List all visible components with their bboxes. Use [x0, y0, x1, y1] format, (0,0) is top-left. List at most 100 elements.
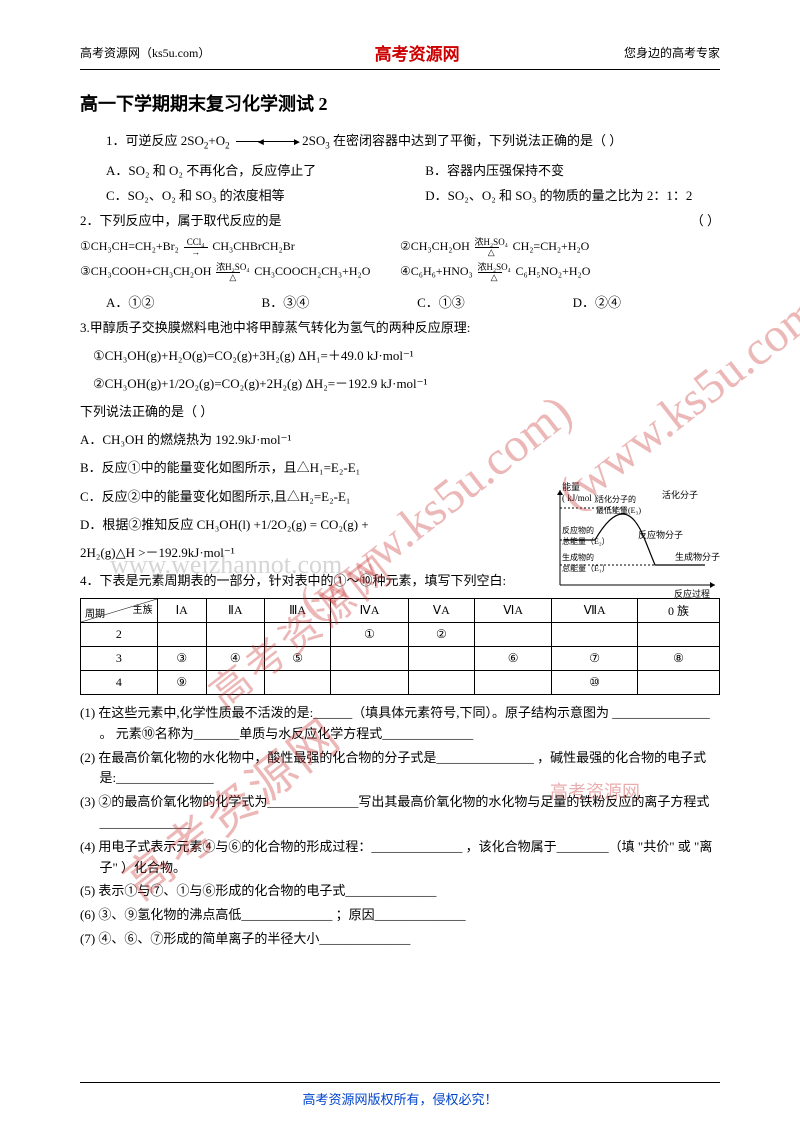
chart-react-a: 反应物的	[562, 526, 594, 535]
q4-item-4: (4) 用电子式表示元素④与⑥的化合物的形成过程：______________ …	[80, 837, 720, 879]
ptable-r4-0: 4	[81, 670, 158, 694]
q2-r1-cond: CCl₄	[184, 238, 208, 247]
q2-r1-rhs: CH₃CHBrCH₂Br	[212, 239, 294, 254]
chart-ylabel-a: 能量	[562, 482, 580, 492]
chart-act-text: 活化分子的最低能量(E₃)	[596, 494, 641, 516]
ptable-r3-2: ④	[206, 646, 264, 670]
q1-opt-b: B．容器内压强保持不变	[425, 160, 720, 179]
q3-opt-b: B．反应①中的能量变化如图所示，且△H₁=E₂-E₁	[80, 457, 451, 479]
q3-options: A．CH₃OH 的燃烧热为 192.9kJ·mol⁻¹ B．反应①中的能量变化如…	[80, 429, 451, 563]
page-title: 高一下学期期末复习化学测试 2	[80, 90, 720, 116]
ptable-r4-7: ⑩	[552, 670, 638, 694]
header-right: 您身边的高考专家	[624, 44, 720, 61]
page-footer: 高考资源网版权所有，侵权必究！	[80, 1082, 720, 1108]
ptable-r2-4: ①	[331, 622, 408, 646]
q3-opt-a: A．CH₃OH 的燃烧热为 192.9kJ·mol⁻¹	[80, 429, 451, 451]
q2-r3-cond: 浓H₂SO₄	[216, 263, 249, 272]
q2-r2-lhs: ②CH₃CH₂OH	[400, 239, 470, 254]
q2-r2-tri: △	[475, 248, 508, 257]
q4-items: (1) 在这些元素中,化学性质最不活泼的是:______（填具体元素符号,下同）…	[80, 703, 720, 950]
q2-stem-row: 2．下列反应中，属于取代反应的是 （ ）	[80, 210, 720, 232]
q3-opt-c: C．反应②中的能量变化如图所示,且△H₂=E₂-E₁	[80, 486, 451, 508]
ptable-r2-5: ②	[408, 622, 474, 646]
q1-opt-a: A．SO₂ 和 O₂ 不再化合，反应停止了	[106, 160, 401, 179]
energy-diagram: 能量 ( kJ/mol ) 活化分子的最低能量(E₃) 活化分子 反应物的总能量…	[540, 480, 720, 600]
ptable-r3-0: 3	[81, 646, 158, 670]
ptable-h4: ⅣA	[331, 598, 408, 622]
chart-react-label: 反应物分子	[638, 528, 683, 541]
ptable-corner: 主族 周期	[81, 598, 158, 622]
arrow-cond-icon: CCl₄→	[184, 238, 208, 257]
q2-paren: （ ）	[691, 210, 720, 232]
q1-opt-d: D．SO₂、O₂ 和 SO₃ 的物质的量之比为 2：1：2	[425, 185, 720, 204]
ptable-r2-0: 2	[81, 622, 158, 646]
page-header: 高考资源网（ks5u.com） 高考资源网 您身边的高考专家	[80, 40, 720, 65]
chart-react-b: 总能量（E₂）	[562, 537, 610, 546]
ptable-h5: ⅤA	[408, 598, 474, 622]
arrow-cond-icon: 浓H₂SO₄△	[478, 263, 511, 282]
q2-opt-d: D．②④	[573, 292, 720, 311]
q2-r3-lhs: ③CH₃COOH+CH₃CH₂OH	[80, 264, 211, 279]
chart-prod-label: 生成物分子	[675, 550, 720, 563]
ptable-h8: 0 族	[638, 598, 720, 622]
ptable-h3: ⅢA	[264, 598, 331, 622]
chart-act-a: 活化分子的	[596, 495, 636, 504]
chart-prod-b: 总能量（E₁）	[562, 564, 610, 573]
q4-item-2: (2) 在最高价氧化物的水化物中，酸性最强的化合物的分子式是__________…	[80, 748, 720, 790]
q4-item-3: (3) ②的最高价氧化物的化学式为______________写出其最高价氧化物…	[80, 792, 720, 834]
q3-pre: 下列说法正确的是（ ）	[80, 401, 720, 423]
q1-text-c: 2SO	[302, 133, 325, 148]
q1-options-row2: C．SO₂、O₂ 和 SO₃ 的浓度相等 D．SO₂、O₂ 和 SO₃ 的物质的…	[106, 185, 720, 204]
q1-text-b: +O	[208, 133, 225, 148]
chart-ylabel: 能量 ( kJ/mol )	[562, 480, 597, 503]
q2-r4-cond: 浓H₂SO₄	[478, 263, 511, 272]
q2-r3-rhs: CH₃COOCH₂CH₃+H₂O	[254, 264, 370, 279]
q2-r2-rhs: CH₂=CH₂+H₂O	[513, 239, 590, 254]
ptable-h6: ⅥA	[475, 598, 552, 622]
q2-r2: ②CH₃CH₂OH 浓H₂SO₄△ CH₂=CH₂+H₂O	[400, 238, 720, 257]
q2-opt-c: C．①③	[417, 292, 564, 311]
q4-item-6: (6) ③、⑨氢化物的沸点高低______________ ；原因_______…	[80, 905, 720, 926]
q1-text-d: 在密闭容器中达到了平衡，下列说法正确的是（ ）	[330, 133, 623, 148]
ptable-r3-7: ⑦	[552, 646, 638, 670]
ptable-row3: 3 ③ ④ ⑤ ⑥ ⑦ ⑧	[81, 646, 720, 670]
ptable-r3-8: ⑧	[638, 646, 720, 670]
arrow-cond-icon: 浓H₂SO₄△	[216, 263, 249, 282]
q1-text-a: 1．可逆反应 2SO	[106, 133, 204, 148]
q2-r3: ③CH₃COOH+CH₃CH₂OH 浓H₂SO₄△ CH₃COOCH₂CH₃+H…	[80, 263, 400, 282]
q2-r4-rhs: C₆H₅NO₂+H₂O	[516, 264, 591, 279]
q1-options-row1: A．SO₂ 和 O₂ 不再化合，反应停止了 B．容器内压强保持不变	[106, 160, 720, 179]
chart-prod-a: 生成物的	[562, 553, 594, 562]
header-left: 高考资源网（ks5u.com）	[80, 44, 210, 61]
q2-reactions: ①CH₃CH=CH₂+Br₂ CCl₄→ CH₃CHBrCH₂Br ②CH₃CH…	[80, 238, 720, 288]
ptable-corner-tl: 主族	[133, 601, 153, 616]
header-brand: 高考资源网	[375, 40, 460, 65]
q4-item-7: (7) ④、⑥、⑦形成的简单离子的半径大小______________	[80, 929, 720, 950]
q3-opt-d-b: 2H₂(g)△H >－192.9kJ·mol⁻¹	[80, 542, 451, 564]
ptable-row4: 4 ⑨ ⑩	[81, 670, 720, 694]
arrow-cond-icon: 浓H₂SO₄△	[475, 238, 508, 257]
chart-act-b: 最低能量(E₃)	[596, 506, 641, 515]
q3-eq2: ②CH₃OH(g)+1/2O₂(g)=CO₂(g)+2H₂(g) ΔH₂=－19…	[80, 373, 720, 395]
chart-react-text: 反应物的总能量（E₂）	[562, 525, 610, 547]
ptable-r3-6: ⑥	[475, 646, 552, 670]
chart-xlabel: 反应过程	[674, 587, 710, 600]
q3-eq1: ①CH₃OH(g)+H₂O(g)=CO₂(g)+3H₂(g) ΔH₁=＋49.0…	[80, 345, 720, 367]
ptable-head-row: 主族 周期 ⅠA ⅡA ⅢA ⅣA ⅤA ⅥA ⅦA 0 族	[81, 598, 720, 622]
ptable-r4-1: ⑨	[157, 670, 206, 694]
ptable-r3-1: ③	[157, 646, 206, 670]
chart-ylabel-b: ( kJ/mol )	[562, 493, 597, 503]
ptable-h7: ⅦA	[552, 598, 638, 622]
q2-r4-tri: △	[478, 273, 511, 282]
q2-opt-a: A．①②	[106, 292, 253, 311]
equilibrium-arrow-icon	[236, 141, 296, 142]
header-rule	[80, 69, 720, 70]
ptable-row2: 2 ① ②	[81, 622, 720, 646]
ptable-h1: ⅠA	[157, 598, 206, 622]
q2-r2-cond: 浓H₂SO₄	[475, 238, 508, 247]
q3-opt-d-a: D．根据②推知反应 CH₃OH(l) +1/2O₂(g) = CO₂(g) +	[80, 514, 451, 536]
q2-r1: ①CH₃CH=CH₂+Br₂ CCl₄→ CH₃CHBrCH₂Br	[80, 238, 400, 257]
periodic-table: 主族 周期 ⅠA ⅡA ⅢA ⅣA ⅤA ⅥA ⅦA 0 族 2 ① ② 3 ③…	[80, 598, 720, 695]
chart-prod-text: 生成物的总能量（E₁）	[562, 552, 610, 574]
q4-item-1: (1) 在这些元素中,化学性质最不活泼的是:______（填具体元素符号,下同）…	[80, 703, 720, 745]
